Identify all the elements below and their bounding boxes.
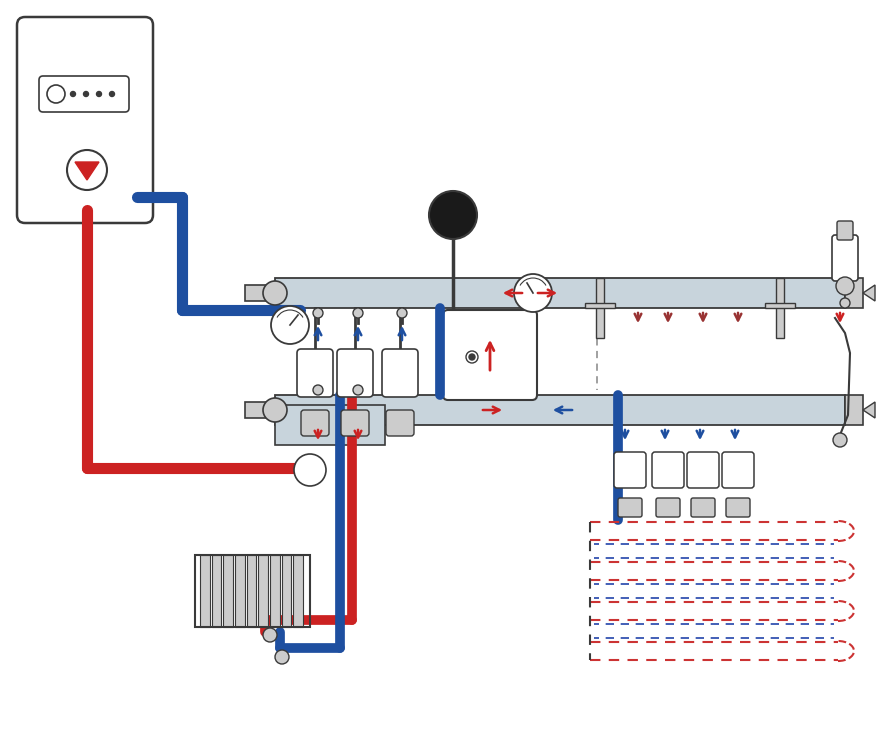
Bar (258, 555, 268, 627)
Bar (293, 555, 303, 627)
FancyBboxPatch shape (245, 402, 275, 418)
FancyBboxPatch shape (614, 452, 645, 488)
Circle shape (263, 628, 277, 642)
FancyBboxPatch shape (300, 410, 328, 436)
Bar (200, 555, 210, 627)
Circle shape (83, 92, 89, 97)
FancyBboxPatch shape (655, 498, 680, 517)
FancyBboxPatch shape (844, 278, 862, 308)
FancyBboxPatch shape (721, 452, 753, 488)
Circle shape (293, 454, 326, 486)
Circle shape (270, 306, 309, 344)
Circle shape (353, 385, 363, 395)
FancyBboxPatch shape (382, 349, 418, 397)
Polygon shape (862, 285, 874, 301)
FancyBboxPatch shape (341, 410, 369, 436)
Polygon shape (862, 402, 874, 418)
Circle shape (263, 281, 287, 305)
FancyBboxPatch shape (245, 285, 275, 301)
Circle shape (275, 650, 289, 664)
Circle shape (353, 308, 363, 318)
Circle shape (428, 191, 477, 239)
Bar (247, 555, 256, 627)
Circle shape (110, 92, 114, 97)
Circle shape (469, 354, 474, 360)
FancyBboxPatch shape (39, 76, 129, 112)
FancyBboxPatch shape (275, 278, 844, 308)
FancyBboxPatch shape (836, 221, 852, 240)
FancyBboxPatch shape (617, 498, 641, 517)
FancyBboxPatch shape (844, 395, 862, 425)
Circle shape (465, 351, 478, 363)
Bar (585, 303, 615, 308)
FancyBboxPatch shape (385, 410, 414, 436)
Bar (212, 555, 221, 627)
Circle shape (835, 277, 853, 295)
FancyBboxPatch shape (690, 498, 714, 517)
Bar (234, 555, 244, 627)
Bar (195, 555, 310, 627)
Circle shape (97, 92, 101, 97)
Circle shape (313, 308, 322, 318)
FancyBboxPatch shape (831, 235, 857, 281)
Circle shape (47, 85, 65, 103)
Circle shape (514, 274, 551, 312)
Polygon shape (75, 162, 99, 180)
Bar (775, 278, 783, 338)
Circle shape (832, 433, 846, 447)
FancyBboxPatch shape (443, 310, 536, 400)
FancyBboxPatch shape (725, 498, 749, 517)
Bar (764, 303, 794, 308)
Bar (223, 555, 233, 627)
Circle shape (70, 92, 76, 97)
Circle shape (263, 398, 287, 422)
FancyBboxPatch shape (651, 452, 683, 488)
Bar (595, 278, 603, 338)
Circle shape (397, 308, 407, 318)
Bar (270, 555, 279, 627)
Circle shape (67, 150, 107, 190)
Circle shape (313, 385, 322, 395)
Circle shape (839, 298, 849, 308)
Bar (281, 555, 291, 627)
FancyBboxPatch shape (275, 395, 844, 425)
FancyBboxPatch shape (275, 405, 385, 445)
FancyBboxPatch shape (297, 349, 333, 397)
FancyBboxPatch shape (687, 452, 718, 488)
FancyBboxPatch shape (17, 17, 153, 223)
FancyBboxPatch shape (336, 349, 372, 397)
